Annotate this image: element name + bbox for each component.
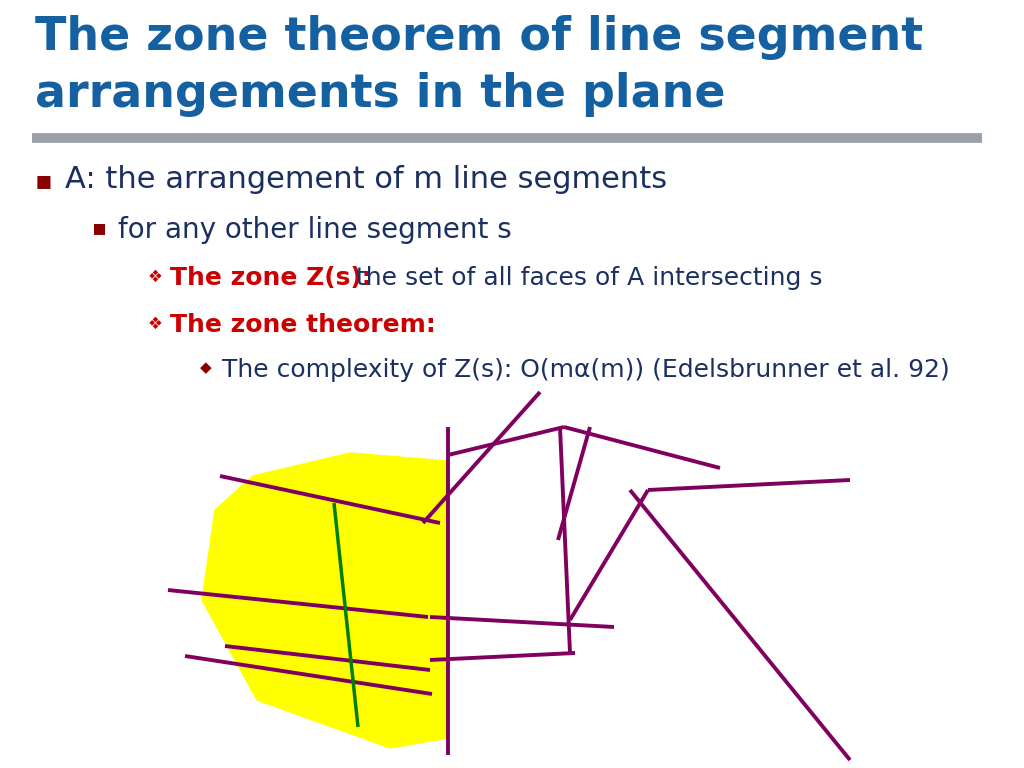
- Text: ▪: ▪: [92, 218, 108, 238]
- Text: the set of all faces of A intersecting s: the set of all faces of A intersecting s: [348, 266, 822, 290]
- Text: The zone theorem of line segment: The zone theorem of line segment: [35, 15, 923, 60]
- Text: ▪: ▪: [35, 168, 53, 194]
- Text: for any other line segment s: for any other line segment s: [118, 216, 512, 244]
- Text: The complexity of Z(s): O(mα(m)) (Edelsbrunner et al. 92): The complexity of Z(s): O(mα(m)) (Edelsb…: [222, 358, 949, 382]
- Text: arrangements in the plane: arrangements in the plane: [35, 72, 725, 117]
- Polygon shape: [202, 453, 449, 748]
- Text: ❖: ❖: [148, 315, 163, 333]
- Text: ❖: ❖: [148, 268, 163, 286]
- Text: A: the arrangement of m line segments: A: the arrangement of m line segments: [65, 165, 667, 194]
- Text: The zone theorem:: The zone theorem:: [170, 313, 436, 337]
- Text: ◆: ◆: [200, 360, 212, 375]
- Text: The zone Z(s):: The zone Z(s):: [170, 266, 372, 290]
